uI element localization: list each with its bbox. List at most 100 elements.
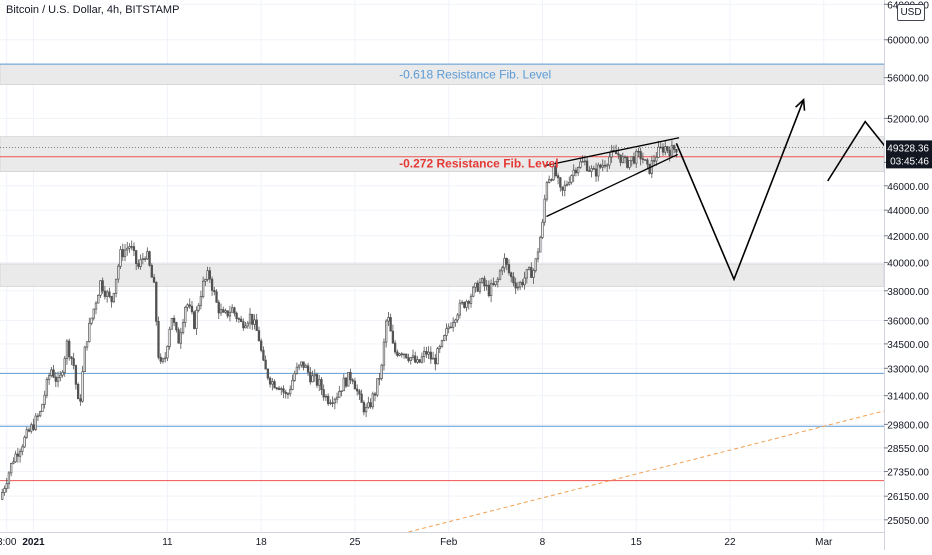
candle-body — [344, 377, 348, 387]
candle-body — [619, 154, 622, 163]
candle-body — [271, 381, 274, 385]
candle — [257, 326, 261, 342]
candle-body — [315, 374, 319, 386]
candle — [641, 152, 645, 164]
candle — [380, 363, 383, 381]
candle — [639, 147, 642, 166]
candle-body — [418, 359, 421, 363]
candle-body — [242, 321, 245, 329]
candle-body — [550, 179, 553, 181]
candle — [539, 235, 542, 253]
candle — [478, 278, 482, 295]
candle — [45, 377, 49, 399]
x-tick-label: 3:00 — [0, 537, 17, 548]
candle-body — [449, 326, 453, 329]
candle — [302, 361, 305, 371]
y-tick-label: 25050.00 — [887, 516, 929, 527]
candle-body — [664, 146, 667, 153]
candle — [197, 303, 200, 313]
candle — [85, 341, 89, 351]
candle — [463, 301, 466, 309]
candle — [239, 315, 243, 323]
candle-body — [34, 415, 37, 430]
candle — [101, 277, 104, 294]
candle — [514, 277, 517, 295]
candle-body — [382, 341, 386, 366]
candle-body — [552, 165, 555, 181]
candle — [152, 273, 156, 283]
candle — [5, 477, 8, 493]
candle — [170, 317, 174, 330]
candle-body — [530, 267, 533, 278]
candle — [438, 344, 441, 354]
candle — [414, 351, 417, 364]
candle-body — [349, 372, 352, 381]
candle — [588, 166, 591, 172]
candle — [427, 346, 430, 359]
candle-body — [150, 265, 153, 278]
candle — [592, 165, 595, 170]
candle-body — [347, 372, 350, 387]
candle-body — [396, 351, 399, 356]
candle — [141, 252, 145, 265]
candle — [286, 392, 290, 399]
y-tick-label: 38000.00 — [887, 287, 929, 298]
candle-body — [496, 278, 499, 283]
candle — [407, 353, 410, 363]
candle — [338, 385, 341, 398]
candle — [411, 349, 415, 361]
candle — [293, 370, 296, 382]
candle-body — [445, 328, 448, 336]
candle-body — [340, 390, 343, 392]
candle — [630, 156, 633, 167]
candle-body — [255, 319, 258, 331]
fib-0618-label: -0.618 Resistance Fib. Level — [399, 68, 551, 82]
candle-body — [385, 320, 388, 343]
candle-body — [244, 325, 247, 329]
candle — [27, 427, 31, 433]
time-axis-background — [0, 532, 884, 550]
candle — [342, 373, 345, 392]
candle — [39, 410, 42, 418]
candle-body — [592, 168, 595, 170]
candle — [637, 147, 640, 158]
candle-body — [494, 281, 497, 285]
currency-badge[interactable]: USD — [897, 4, 925, 21]
y-tick-label: 36000.00 — [887, 316, 929, 327]
candle-body — [159, 356, 162, 362]
candle — [222, 306, 225, 313]
candle — [264, 355, 267, 370]
candle-body — [76, 383, 80, 400]
candle-body — [70, 356, 73, 359]
candle — [449, 322, 453, 329]
candle-body — [135, 250, 138, 264]
candle-body — [338, 391, 341, 398]
candle — [344, 376, 348, 389]
candle — [572, 164, 575, 183]
candle-body — [179, 332, 182, 344]
wedge-line-upper — [543, 137, 680, 167]
candle-body — [563, 184, 566, 191]
candle — [456, 312, 459, 323]
candle — [556, 172, 560, 185]
candle — [617, 147, 620, 160]
candle — [422, 346, 426, 363]
candle-body — [293, 373, 296, 381]
candle-body — [152, 276, 156, 283]
candle — [318, 374, 321, 392]
candle — [155, 281, 158, 326]
candle — [172, 315, 176, 327]
candle-body — [559, 177, 562, 188]
candle — [228, 305, 232, 322]
candle-body — [438, 346, 441, 349]
current-price-label: 49328.36 — [887, 143, 929, 154]
candle-body — [648, 163, 651, 174]
candle-body — [630, 156, 633, 161]
candle-body — [608, 156, 611, 166]
candle — [244, 321, 247, 329]
candle — [465, 299, 468, 312]
candle — [52, 364, 55, 378]
candle — [409, 357, 412, 365]
